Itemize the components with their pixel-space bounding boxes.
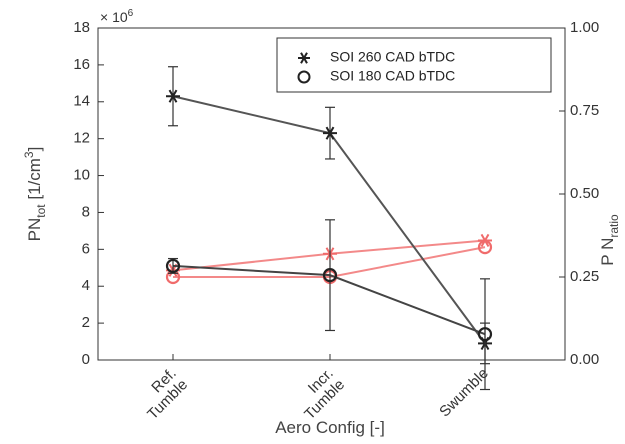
left-tick-label: 0 xyxy=(82,351,90,368)
y-left-title-sup: 3 xyxy=(22,151,36,158)
x-tick-label: Ref.Tumble xyxy=(133,365,191,423)
right-tick-label: 0.25 xyxy=(570,268,599,285)
left-tick-label: 16 xyxy=(73,56,90,73)
left-tick-label: 6 xyxy=(82,240,90,257)
y-multiplier-base: × 10 xyxy=(100,9,128,25)
left-axis: 0 2 4 6 8 10 12 14 16 18 xyxy=(73,19,104,368)
data-point xyxy=(323,126,337,140)
asterisk-stroke xyxy=(300,52,308,64)
left-tick-label: 4 xyxy=(82,277,90,294)
y-right-title-sub: ratio xyxy=(607,214,621,238)
y-axis-left-title: PNtot [1/cm3] xyxy=(22,147,48,242)
right-axis: 0.00 0.25 0.50 0.75 1.00 xyxy=(559,19,599,368)
x-axis: Ref.Tumble Incr.Tumble Swumble xyxy=(133,354,492,423)
y-left-title-mid: [1/cm xyxy=(25,158,44,204)
circle-marker xyxy=(297,70,311,84)
circle-marker xyxy=(322,268,338,283)
y-axis-right-title: P Nratio xyxy=(598,214,621,266)
data-point xyxy=(477,240,493,255)
legend-label-soi-260: SOI 260 CAD bTDC xyxy=(330,49,455,65)
right-tick-label: 0.00 xyxy=(570,351,599,368)
legend-label-soi-180: SOI 180 CAD bTDC xyxy=(330,68,455,84)
legend-markers xyxy=(297,52,311,84)
circle-marker xyxy=(477,327,493,342)
x-tick-label: Swumble xyxy=(436,365,492,421)
y-multiplier-label: × 106 xyxy=(100,8,134,25)
circle-marker xyxy=(477,240,493,255)
y-left-title-end: ] xyxy=(25,147,44,152)
left-tick-label: 14 xyxy=(73,93,90,110)
circle-marker xyxy=(165,258,181,274)
y-right-title-main: P N xyxy=(598,238,617,266)
asterisk-stroke xyxy=(168,89,178,103)
data-point xyxy=(477,327,493,342)
x-axis-title: Aero Config [-] xyxy=(275,418,385,437)
series-layer xyxy=(165,66,493,391)
right-tick-label: 0.75 xyxy=(570,102,599,119)
x-tick-label-line: Swumble xyxy=(436,365,492,421)
left-tick-label: 18 xyxy=(73,19,90,36)
y-multiplier-exp: 6 xyxy=(128,8,134,19)
data-point xyxy=(165,258,181,274)
right-tick-label: 1.00 xyxy=(570,19,599,36)
data-point xyxy=(166,89,180,103)
data-point xyxy=(322,268,338,283)
asterisk-stroke xyxy=(325,126,335,140)
left-tick-label: 8 xyxy=(82,203,90,220)
left-tick-label: 10 xyxy=(73,167,90,184)
legend: SOI 260 CAD bTDC SOI 180 CAD bTDC xyxy=(276,37,552,93)
legend-box xyxy=(276,37,552,93)
y-left-title-main: PN xyxy=(25,218,44,242)
y-left-title-sub: tot xyxy=(34,204,48,218)
left-tick-label: 12 xyxy=(73,130,90,147)
right-tick-label: 0.50 xyxy=(570,185,599,202)
x-tick-label: Incr.Tumble xyxy=(290,365,348,423)
left-tick-label: 2 xyxy=(82,314,90,331)
series-1 xyxy=(165,219,493,391)
